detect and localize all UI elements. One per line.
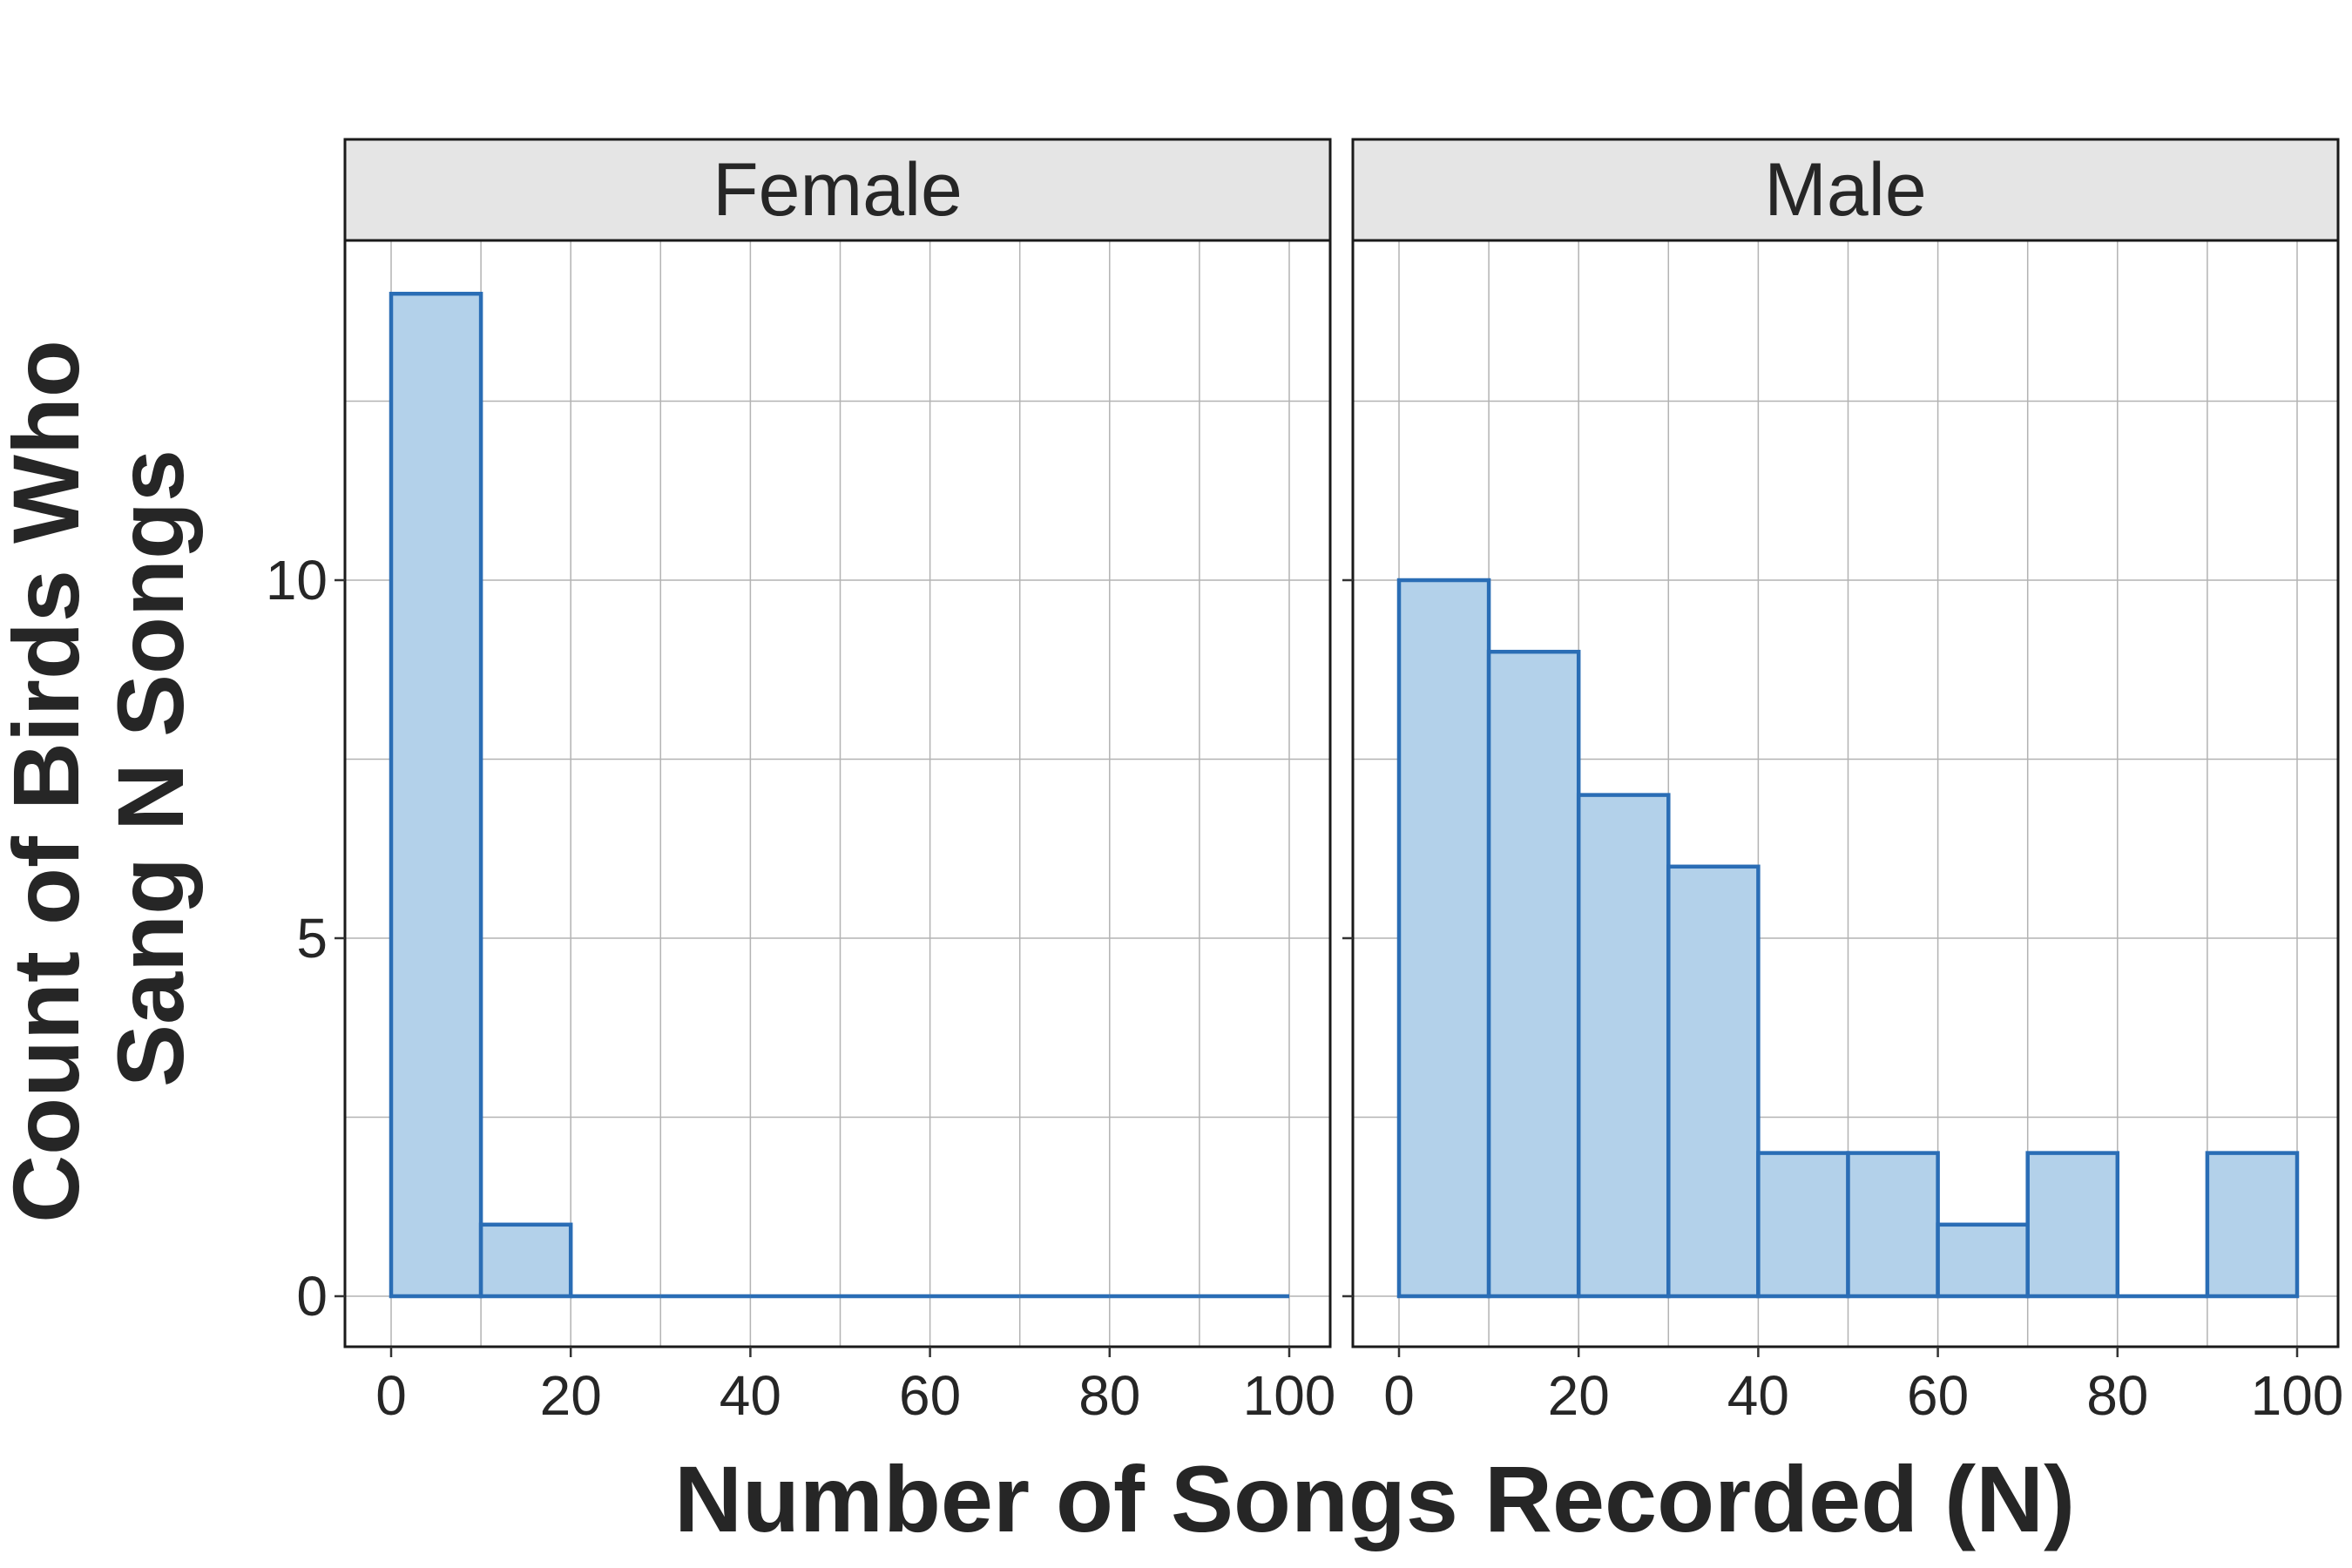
bar-male-20-30	[1576, 793, 1671, 1299]
panel-background	[345, 240, 1330, 1347]
facet-panels: Female 0 20 40 60 80 100 Male 0 20 40 60 80 100	[335, 138, 2344, 1427]
panel-female: Female 0 20 40 60 80 100	[335, 138, 1336, 1427]
bar-male-60-70	[1936, 1222, 2030, 1299]
y-tick-label-10: 10	[266, 549, 328, 612]
x-tick-label-female-80: 80	[1078, 1364, 1140, 1427]
bar-male-90-100	[2205, 1151, 2300, 1299]
bar-male-10-20	[1486, 649, 1581, 1299]
strip-female	[343, 138, 1332, 242]
x-tick-label-male-40: 40	[1727, 1364, 1789, 1427]
x-tick-label-male-0: 0	[1383, 1364, 1415, 1427]
x-tick-label-female-0: 0	[375, 1364, 407, 1427]
y-axis-title-line-1: Count of Birds Who	[0, 340, 98, 1223]
x-tick-label-male-60: 60	[1907, 1364, 1969, 1427]
bar-male-50-60	[1846, 1151, 1940, 1299]
x-tick-label-female-20: 20	[540, 1364, 602, 1427]
bar-female-10-20	[478, 1222, 573, 1299]
bar-male-40-50	[1756, 1151, 1850, 1299]
y-tick-label-0: 0	[296, 1265, 328, 1328]
x-tick-label-male-100: 100	[2251, 1364, 2344, 1427]
bar-male-70-80	[2025, 1151, 2120, 1299]
bar-female-0-10	[389, 291, 483, 1299]
x-tick-label-female-60: 60	[899, 1364, 961, 1427]
x-axis-title: Number of Songs Recorded (N)	[674, 1446, 2075, 1551]
x-tick-label-male-20: 20	[1548, 1364, 1610, 1427]
y-axis: 0 5 10	[266, 549, 328, 1328]
x-tick-label-male-80: 80	[2086, 1364, 2148, 1427]
strip-label-female: Female	[713, 148, 963, 232]
y-tick-label-5: 5	[296, 907, 328, 970]
y-axis-title: Count of Birds Who Sang N Songs	[0, 314, 203, 1223]
x-tick-label-female-40: 40	[720, 1364, 781, 1427]
strip-male	[1351, 138, 2340, 242]
x-tick-label-female-100: 100	[1243, 1364, 1336, 1427]
bar-male-30-40	[1666, 864, 1761, 1299]
panel-male: Male 0 20 40 60 80 100	[1342, 138, 2344, 1427]
bar-male-0-10	[1396, 578, 1491, 1299]
y-axis-title-line-2: Sang N Songs	[98, 449, 203, 1087]
strip-label-male: Male	[1764, 148, 1926, 232]
